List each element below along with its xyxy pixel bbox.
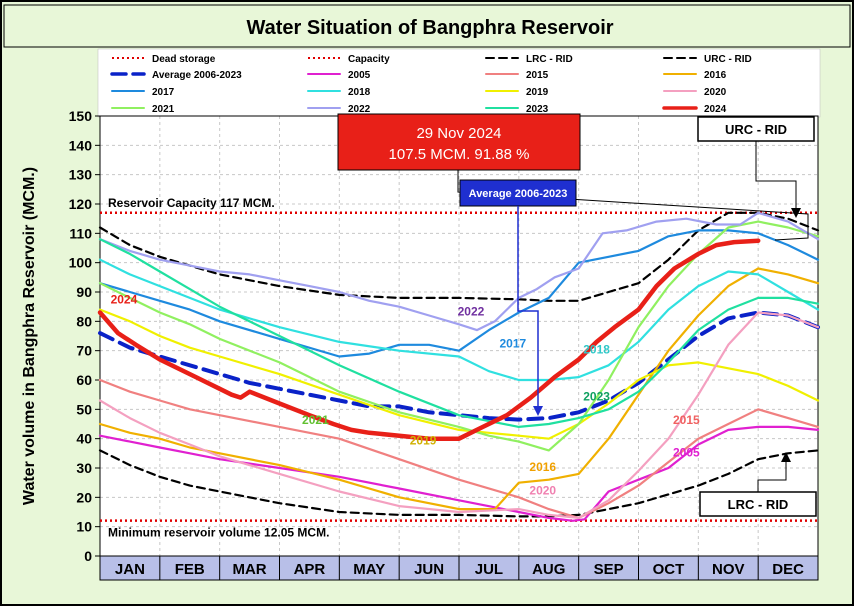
legend-label: 2022 (348, 104, 371, 115)
legend-label: LRC - RID (526, 54, 573, 65)
month-label: NOV (712, 561, 745, 578)
y-tick-label: 150 (69, 108, 93, 124)
legend-label: 2020 (704, 87, 727, 98)
y-tick-label: 120 (69, 196, 93, 212)
series-line (98, 308, 820, 440)
capacity-text: Reservoir Capacity 117 MCM. (108, 196, 275, 210)
series-line (98, 220, 820, 452)
annotations: Reservoir Capacity 117 MCM. Minimum reser… (108, 113, 817, 540)
month-label: APR (294, 561, 326, 578)
series-line (98, 311, 820, 520)
series-line (98, 449, 820, 518)
y-tick-label: 80 (76, 313, 92, 329)
y-tick-label: 70 (76, 343, 92, 359)
year-label: 2019 (410, 434, 437, 448)
urc-arrowhead (791, 208, 801, 218)
x-axis: JAN FEB MAR APR MAY JUN JUL AUG SEP OCT NOV DEC (99, 555, 819, 581)
legend-label: URC - RID (704, 54, 752, 65)
callout-box (337, 113, 581, 171)
y-axis: 0 10 20 30 40 50 60 70 80 90 100 110 120 130 140 150 (69, 108, 100, 564)
legend-label: 2021 (152, 104, 175, 115)
legend-label: 2005 (348, 70, 371, 81)
legend-label: 2019 (526, 87, 549, 98)
month-label: DEC (772, 561, 804, 578)
urc-leader (755, 141, 797, 214)
legend-label: Dead storage (152, 54, 216, 65)
lrc-box (699, 491, 817, 517)
series-line (97, 238, 761, 441)
series-line (98, 378, 820, 520)
average-leader (517, 206, 539, 412)
month-label: SEP (594, 561, 624, 578)
average-box (459, 179, 577, 207)
year-label: 2005 (673, 445, 700, 459)
month-label: FEB (175, 561, 205, 578)
y-tick-label: 130 (69, 167, 93, 183)
series-line (98, 229, 820, 358)
month-label: MAY (353, 561, 385, 578)
legend-label: Capacity (348, 54, 390, 65)
y-tick-label: 110 (69, 225, 92, 241)
year-label: 2018 (583, 343, 610, 357)
year-label: 2024 (111, 293, 138, 307)
title-box (3, 4, 851, 48)
month-label: JUN (414, 561, 444, 578)
series-line (98, 238, 820, 428)
series-lines (97, 211, 820, 522)
y-axis-label: Water volume in Bangphra Reservoir (MCM.… (21, 167, 38, 505)
y-tick-label: 40 (76, 431, 92, 447)
y-tick-label: 30 (76, 460, 92, 476)
month-label: AUG (532, 561, 565, 578)
urc-box-label: URC - RID (725, 122, 787, 137)
legend-label: 2018 (348, 87, 371, 98)
year-label: 2023 (583, 390, 610, 404)
year-label: 2016 (529, 460, 556, 474)
callout-date: 29 Nov 2024 (416, 125, 501, 142)
month-label: JAN (115, 561, 145, 578)
year-label: 2020 (529, 483, 556, 497)
legend-box (97, 48, 821, 118)
callout-leader (457, 170, 809, 241)
legend-label: 2024 (704, 104, 727, 115)
legend-label: 2023 (526, 104, 549, 115)
y-tick-label: 100 (69, 255, 93, 271)
chart-title: Water Situation of Bangphra Reservoir (246, 17, 613, 39)
month-label: OCT (653, 561, 685, 578)
year-label: 2017 (499, 337, 526, 351)
series-line (98, 258, 820, 382)
legend: Dead storage Capacity LRC - RID URC - RID Av… (110, 54, 752, 115)
legend-label: Average 2006-2023 (152, 70, 242, 81)
series-line (98, 211, 820, 332)
min-volume-text: Minimum reservoir volume 12.05 MCM. (108, 526, 329, 540)
lrc-box-label: LRC - RID (728, 497, 789, 512)
legend-label: 2015 (526, 70, 549, 81)
year-label: 2022 (458, 304, 485, 318)
y-tick-label: 60 (76, 372, 92, 388)
month-label: MAR (232, 561, 266, 578)
y-tick-label: 10 (76, 519, 92, 535)
lrc-arrowhead (781, 452, 791, 462)
legend-label: 2017 (152, 87, 175, 98)
y-tick-label: 140 (69, 137, 93, 153)
y-tick-label: 50 (76, 401, 92, 417)
average-box-label: Average 2006-2023 (469, 188, 568, 200)
callout-value: 107.5 MCM. 91.88 % (389, 146, 530, 163)
year-label: 2021 (302, 413, 329, 427)
lrc-leader (757, 458, 787, 492)
year-label: 2015 (673, 413, 700, 427)
legend-label: 2016 (704, 70, 727, 81)
urc-box (697, 116, 815, 142)
y-tick-label: 90 (76, 284, 92, 300)
y-tick-label: 20 (76, 489, 92, 505)
average-arrowhead (533, 406, 543, 416)
y-tick-label: 0 (84, 548, 92, 564)
series-line (98, 425, 820, 522)
month-label: JUL (475, 561, 503, 578)
